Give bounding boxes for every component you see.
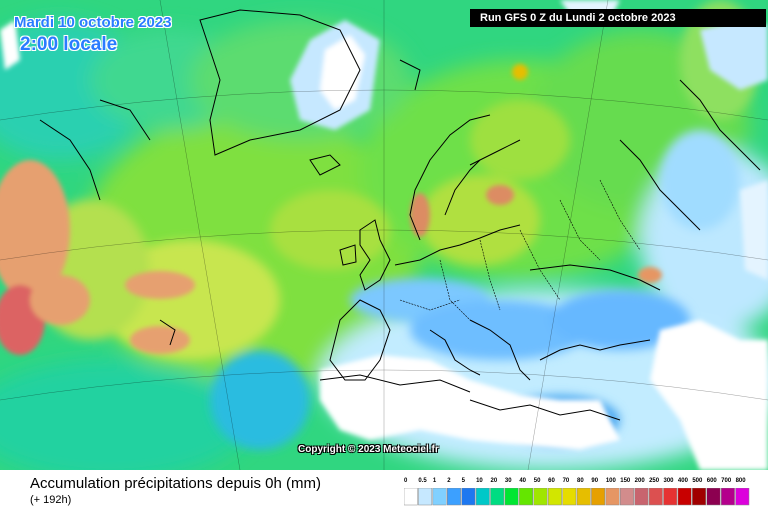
- legend-swatch: [706, 488, 721, 506]
- legend-label: 10: [476, 478, 483, 484]
- legend-label: 70: [562, 478, 570, 484]
- legend-label: 20: [490, 478, 498, 484]
- legend-label: 5: [461, 478, 465, 484]
- borders: [399, 179, 641, 321]
- legend-swatch: [735, 488, 750, 506]
- legend-label: 0: [404, 478, 408, 484]
- legend-swatch: [519, 488, 534, 506]
- legend-swatch: [663, 488, 678, 506]
- legend-label: 400: [677, 478, 688, 484]
- legend-label: 500: [692, 478, 703, 484]
- legend-label: 90: [591, 478, 599, 484]
- legend-label: 300: [663, 478, 674, 484]
- legend-label: 150: [620, 478, 631, 484]
- coastlines: [39, 9, 761, 421]
- legend-label: 250: [649, 478, 660, 484]
- legend-label: 800: [735, 478, 746, 484]
- forecast-time: 2:00 locale: [20, 34, 118, 55]
- legend-swatch: [591, 488, 606, 506]
- legend-label: 80: [577, 478, 584, 484]
- legend-swatch: [562, 488, 577, 506]
- legend-label: 700: [721, 478, 732, 484]
- legend-label: 50: [533, 478, 541, 484]
- legend-swatch: [648, 488, 663, 506]
- legend-swatch: [692, 488, 706, 506]
- legend-swatch: [634, 488, 649, 506]
- map-title: Accumulation précipitations depuis 0h (m…: [30, 475, 321, 492]
- legend-swatch: [605, 488, 620, 506]
- legend-swatch: [533, 488, 548, 506]
- legend-label: 600: [706, 478, 717, 484]
- legend-swatch: [576, 488, 591, 506]
- legend-label: 100: [605, 478, 616, 484]
- legend-label: 30: [504, 478, 512, 484]
- model-run-label: Run GFS 0 Z du Lundi 2 octobre 2023: [470, 9, 766, 27]
- legend-swatch: [475, 488, 490, 506]
- legend-swatch: [720, 488, 735, 506]
- legend-swatch: [620, 488, 634, 506]
- legend-label: 60: [548, 478, 555, 484]
- legend-label: 2: [447, 478, 451, 484]
- dry-areas: [0, 0, 768, 470]
- precip-heavy: [0, 64, 662, 355]
- legend-swatch: [404, 488, 418, 506]
- legend-swatch: [447, 488, 461, 506]
- legend-label: 40: [519, 478, 527, 484]
- legend-swatch: [461, 488, 476, 506]
- legend-swatch: [504, 488, 519, 506]
- legend-swatch: [490, 488, 505, 506]
- copyright: Copyright © 2023 Meteociel.fr: [298, 444, 439, 455]
- legend-labels: 0 0.5 1 2 5 10 20 30 40 50 60 70 80 90 100 150 200 250 300…: [398, 478, 758, 488]
- legend-scale: [404, 488, 750, 506]
- legend-swatch: [547, 488, 562, 506]
- legend-label: 1: [432, 478, 437, 484]
- graticule: [0, 0, 768, 470]
- forecast-date: Mardi 10 octobre 2023: [14, 14, 172, 31]
- legend-swatch: [418, 488, 433, 506]
- legend-swatch: [432, 488, 447, 506]
- legend-label: 200: [634, 478, 645, 484]
- precipitation-map: [0, 0, 768, 470]
- forecast-step: (+ 192h): [30, 494, 72, 506]
- legend-swatch: [677, 488, 692, 506]
- legend-label: 0.5: [418, 478, 427, 484]
